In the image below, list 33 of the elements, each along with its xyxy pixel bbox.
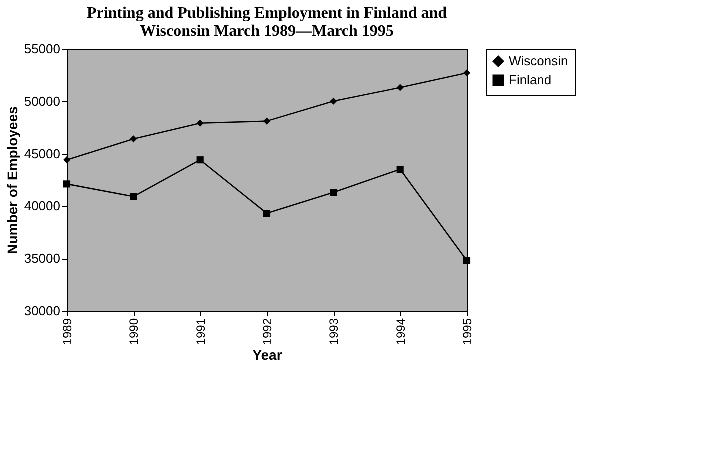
point <box>130 193 138 200</box>
legend-label: Finland <box>509 72 552 88</box>
point <box>63 180 71 188</box>
y-tick-label: 45000 <box>24 146 60 162</box>
point <box>463 70 471 77</box>
point <box>130 136 138 143</box>
x-axis-title: Year <box>252 347 283 364</box>
y-tick-label: 35000 <box>24 251 60 266</box>
legend-label: Wisconsin <box>509 54 568 68</box>
y-tick-label: 30000 <box>24 304 60 318</box>
point <box>463 257 471 264</box>
x-tick-label: 1991 <box>194 318 208 346</box>
x-tick-label: 1992 <box>260 318 274 346</box>
point <box>330 98 338 105</box>
point <box>196 120 204 127</box>
y-axis-title: Number of Employees <box>4 106 20 254</box>
point <box>263 210 271 218</box>
point <box>263 118 271 125</box>
point <box>330 189 338 196</box>
point <box>396 166 404 174</box>
text: Wisconsin March 1989—March 1995 <box>140 23 394 40</box>
y-tick-label: 40000 <box>24 198 60 214</box>
x-tick-label: 1994 <box>394 318 408 346</box>
x-tick-label: 1989 <box>60 318 74 346</box>
text: Printing and Publishing Employment in Finland and <box>86 5 448 22</box>
x-tick-label: 1995 <box>460 318 474 346</box>
point <box>63 156 71 164</box>
point <box>396 84 404 92</box>
y-tick-label: 55000 <box>24 42 60 56</box>
x-tick-label: 1993 <box>327 318 342 346</box>
point <box>196 156 204 164</box>
x-tick-label: 1990 <box>127 318 142 346</box>
y-tick-label: 50000 <box>24 94 60 109</box>
